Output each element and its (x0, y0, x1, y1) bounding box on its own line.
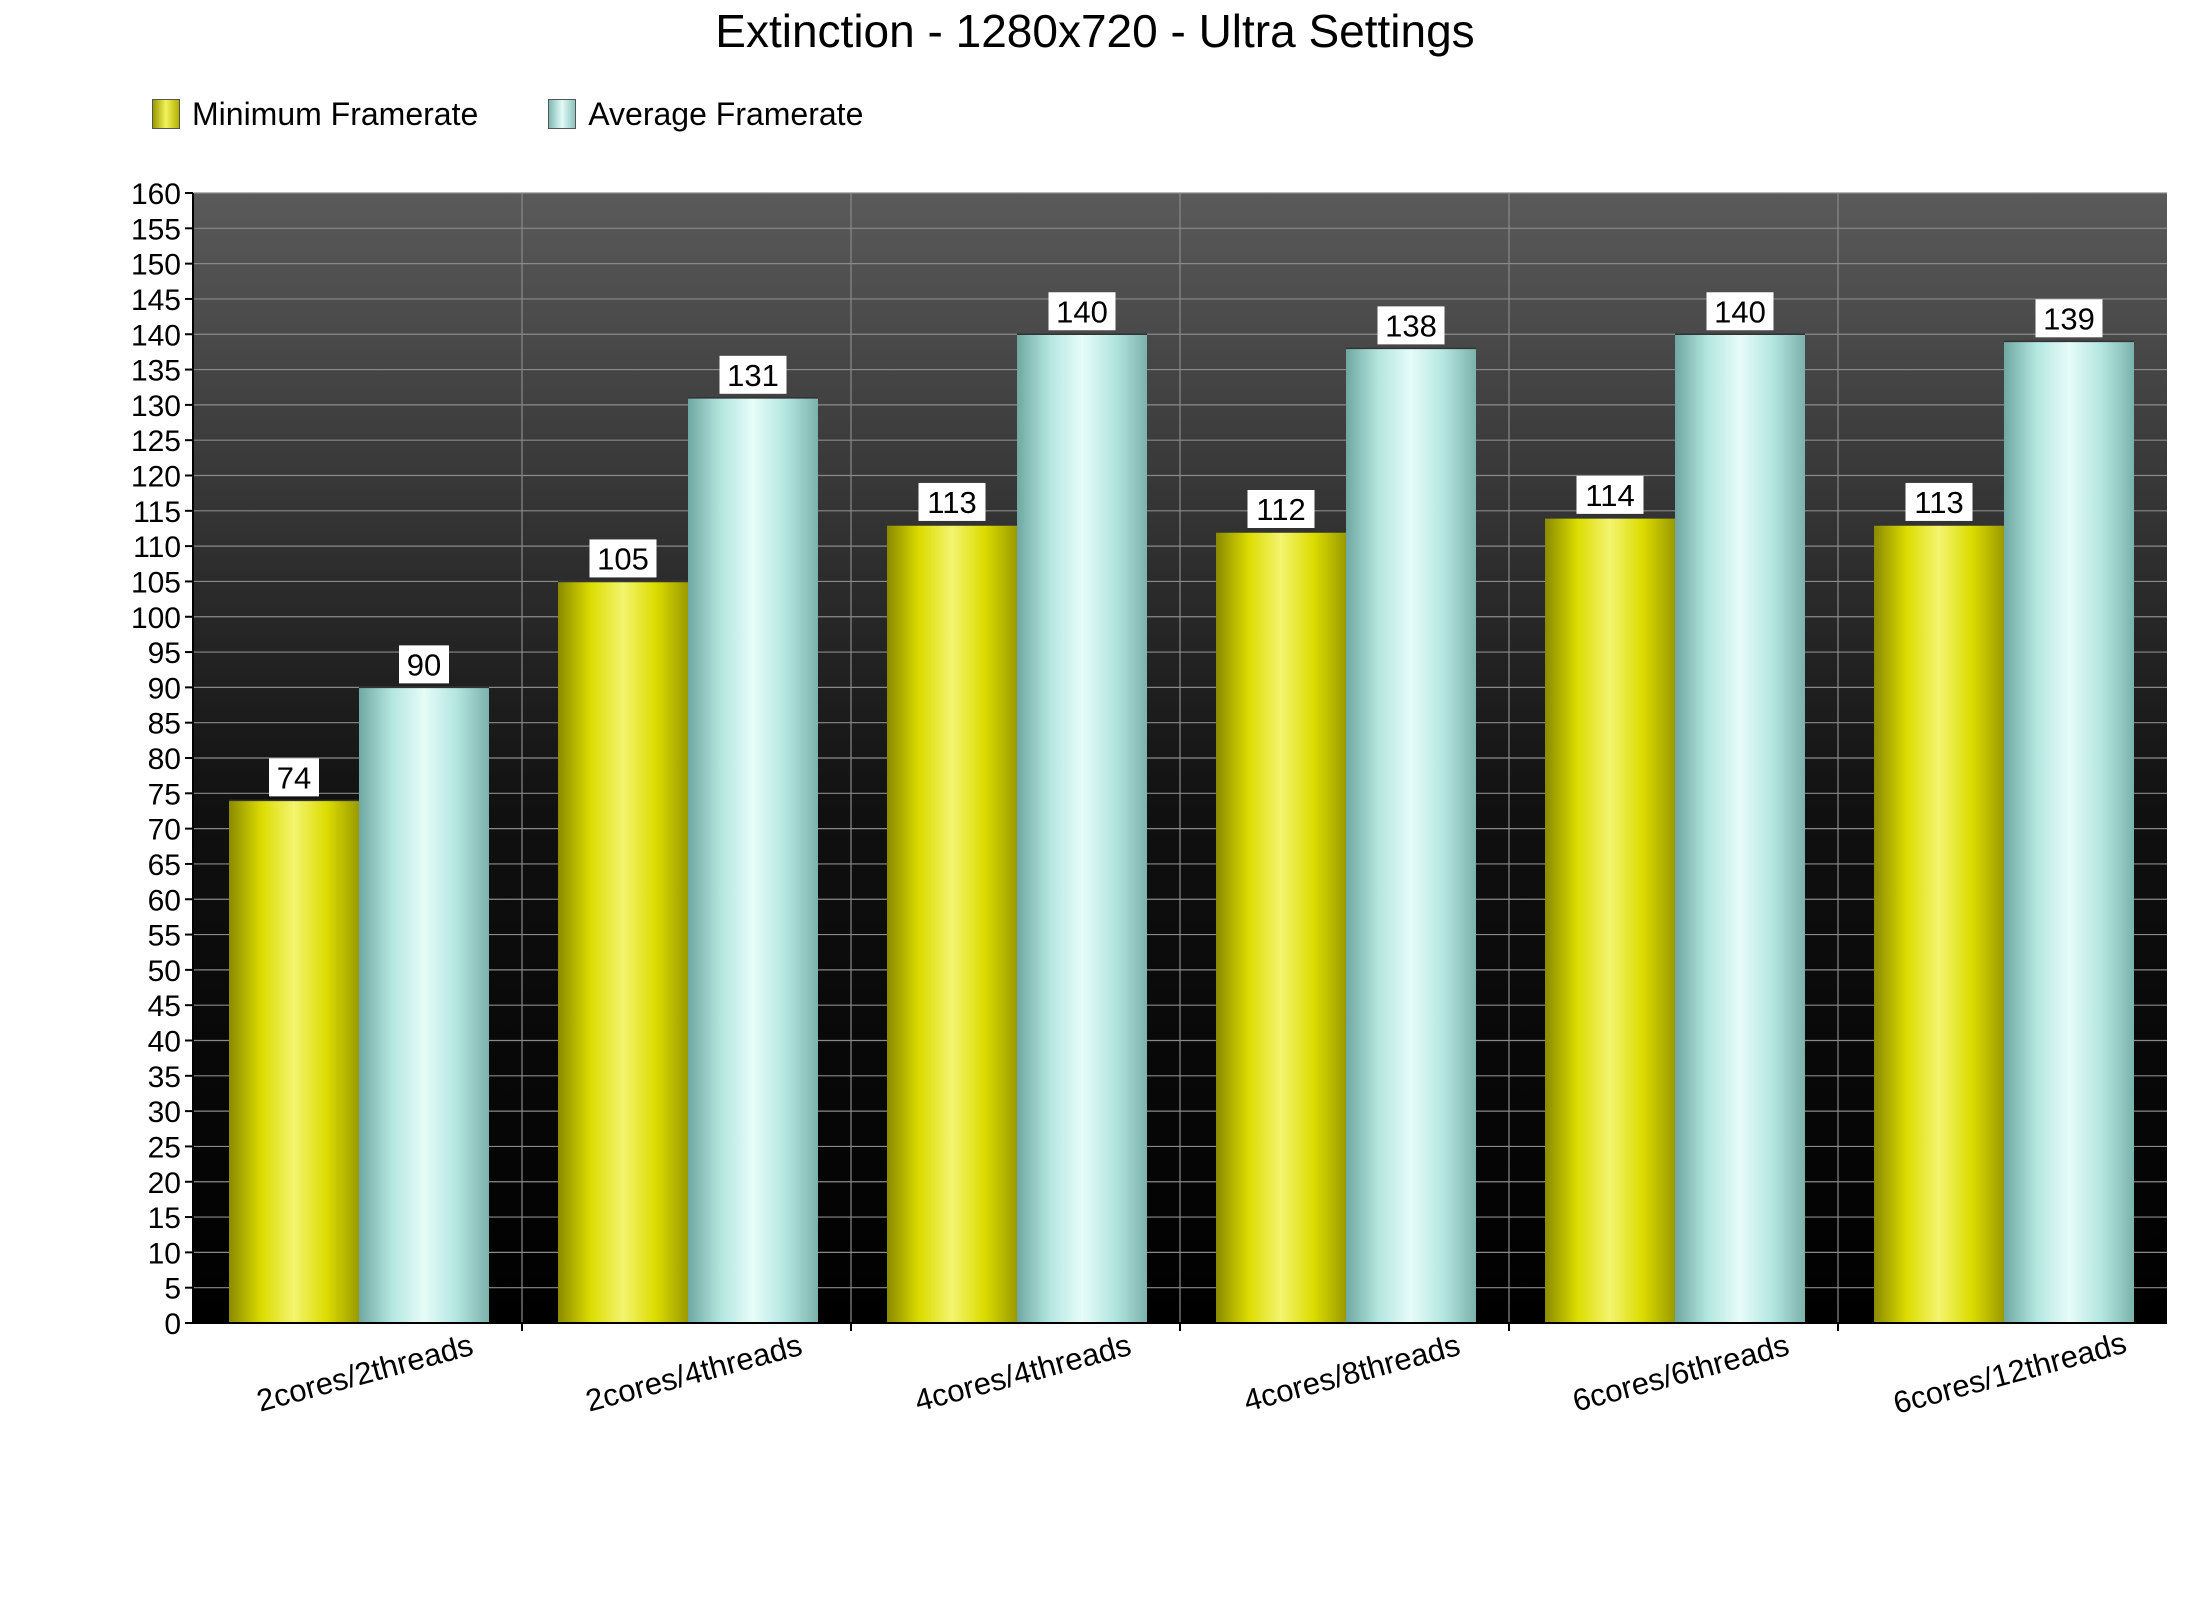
y-tick-label: 80 (148, 743, 181, 776)
y-tick-label: 20 (148, 1167, 181, 1200)
data-label-box (1576, 475, 1644, 514)
data-label-box (269, 758, 319, 797)
bar-average-framerate (688, 397, 818, 1323)
x-tick-label: 6cores/12threads (1890, 1325, 2130, 1421)
y-tick-label: 40 (148, 1026, 181, 1059)
bar-minimum-framerate (887, 524, 1017, 1323)
data-label-box (918, 482, 986, 521)
y-tick-label: 110 (133, 531, 181, 564)
data-label: 139 (2043, 301, 2095, 336)
data-label: 138 (1385, 308, 1437, 343)
data-label: 105 (597, 541, 649, 576)
y-tick-label: 145 (131, 284, 181, 317)
legend-item-minimum: Minimum Framerate (152, 96, 478, 133)
y-tick-label: 160 (131, 178, 181, 211)
bar-average-framerate (1017, 334, 1147, 1323)
x-tick-label: 2cores/4threads (582, 1327, 806, 1418)
data-label-box (1377, 306, 1445, 345)
y-tick-label: 55 (148, 920, 181, 953)
y-tick-label: 135 (131, 355, 181, 388)
data-label: 90 (407, 647, 441, 682)
data-label-box (589, 539, 657, 578)
y-tick-label: 130 (131, 390, 181, 423)
bar-minimum-framerate (1216, 532, 1346, 1323)
y-tick-label: 120 (131, 461, 181, 494)
legend-label-average: Average Framerate (588, 95, 864, 132)
bar-minimum-framerate (1874, 524, 2004, 1323)
y-tick-label: 45 (148, 990, 181, 1023)
data-label-box (1706, 292, 1774, 331)
legend-label-minimum: Minimum Framerate (192, 95, 479, 132)
y-tick-label: 155 (131, 213, 181, 246)
y-tick-label: 65 (148, 849, 181, 882)
data-labels: 74 90 105 131 113 140 112 138 114 140 113 139 (269, 292, 2103, 797)
bar-average-framerate (1675, 334, 1805, 1323)
y-tick-label: 35 (148, 1061, 181, 1094)
data-label-box (2035, 299, 2103, 338)
x-axis-labels: 2cores/2threads 2cores/4threads 4cores/4th… (253, 1323, 2130, 1421)
y-tick-label: 105 (131, 566, 181, 599)
bar-minimum-framerate (1545, 517, 1675, 1323)
legend-swatch-average (548, 99, 577, 129)
data-label-box (399, 645, 449, 684)
data-label: 113 (927, 485, 976, 520)
y-tick-label: 5 (164, 1273, 181, 1306)
data-label: 74 (277, 760, 311, 795)
y-tick-label: 70 (148, 814, 181, 847)
y-tick-label: 25 (148, 1131, 181, 1164)
y-tick-label: 150 (131, 249, 181, 282)
data-label-box (1247, 490, 1315, 528)
y-tick-label: 15 (148, 1202, 181, 1235)
x-tick-label: 6cores/6threads (1569, 1327, 1793, 1418)
y-tick-label: 50 (148, 955, 181, 988)
data-label: 113 (1914, 485, 1963, 520)
bar-average-framerate (359, 687, 489, 1323)
y-tick-label: 85 (148, 708, 181, 741)
y-tick-label: 100 (131, 602, 181, 635)
bar-average-framerate (2004, 341, 2134, 1323)
y-tick-label: 115 (133, 496, 181, 529)
bar-minimum-framerate (229, 800, 359, 1323)
x-tick-label: 4cores/4threads (911, 1327, 1135, 1418)
y-tick-label: 0 (164, 1308, 181, 1341)
y-tick-label: 125 (131, 425, 181, 458)
data-label-box (719, 355, 787, 394)
data-label: 131 (727, 358, 779, 393)
data-label: 114 (1585, 478, 1634, 513)
y-tick-label: 140 (131, 319, 181, 352)
data-label: 140 (1714, 294, 1766, 329)
y-tick-label: 60 (148, 884, 181, 917)
y-tick-label: 30 (148, 1096, 181, 1129)
x-tick-label: 4cores/8threads (1240, 1327, 1464, 1418)
bar-minimum-framerate (558, 581, 688, 1323)
y-tick-label: 10 (148, 1237, 181, 1270)
bars (229, 333, 2134, 1323)
legend: Minimum Framerate Average Framerate (152, 94, 933, 134)
bar-average-framerate (1346, 348, 1476, 1323)
y-tick-label: 90 (148, 672, 181, 705)
legend-item-average: Average Framerate (548, 96, 863, 133)
chart-title: Extinction - 1280x720 - Ultra Settings (715, 5, 1475, 57)
legend-swatch-minimum (152, 99, 180, 129)
data-label-box (1905, 482, 1973, 521)
grid (193, 192, 2167, 1323)
x-tick-label: 2cores/2threads (253, 1327, 477, 1418)
data-label: 112 (1256, 492, 1305, 527)
y-tick-label: 75 (148, 778, 181, 811)
y-axis-labels: 0510152025303540455055606570758085909510… (131, 178, 193, 1341)
y-tick-label: 95 (148, 637, 181, 670)
data-label-box (1048, 292, 1116, 331)
data-label: 140 (1056, 294, 1108, 329)
